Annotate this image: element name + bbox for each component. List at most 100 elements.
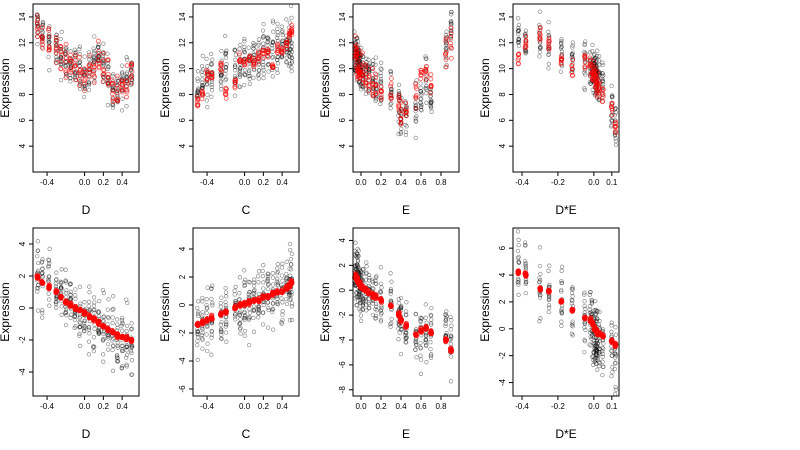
y-tick-label: 14 bbox=[178, 12, 187, 21]
plot-frame bbox=[352, 227, 460, 397]
data-point-black bbox=[223, 50, 229, 55]
data-point-red bbox=[124, 63, 130, 69]
red-points bbox=[352, 25, 454, 127]
data-point-black bbox=[378, 265, 383, 270]
data-point-black bbox=[53, 299, 58, 305]
data-point-black bbox=[241, 48, 247, 53]
data-point-black bbox=[444, 29, 449, 34]
data-point-black bbox=[270, 54, 276, 60]
data-point-black bbox=[67, 59, 73, 65]
data-point-black bbox=[46, 257, 51, 262]
data-point-black bbox=[289, 317, 295, 323]
data-point-black bbox=[86, 81, 92, 86]
data-point-black bbox=[275, 280, 281, 285]
data-point-black bbox=[418, 88, 423, 94]
data-point-red bbox=[95, 318, 102, 324]
data-point-black bbox=[448, 379, 454, 384]
y-tick-label: 10 bbox=[18, 64, 27, 73]
data-point-black bbox=[68, 75, 73, 81]
data-point-black bbox=[374, 304, 379, 309]
data-point-black bbox=[195, 78, 200, 84]
data-point-black bbox=[358, 318, 364, 323]
data-point-black bbox=[210, 70, 215, 75]
data-point-black bbox=[363, 295, 368, 300]
data-point-black bbox=[515, 29, 521, 34]
data-point-black bbox=[243, 277, 248, 282]
data-point-black bbox=[366, 272, 372, 278]
data-point-black bbox=[429, 100, 434, 105]
data-point-black bbox=[270, 49, 275, 54]
data-point-black bbox=[396, 82, 402, 87]
data-point-black bbox=[289, 292, 294, 297]
data-point-black bbox=[82, 83, 88, 89]
data-point-black bbox=[270, 46, 275, 51]
data-point-black bbox=[200, 72, 205, 78]
data-point-black bbox=[39, 27, 45, 33]
data-point-black bbox=[396, 113, 401, 118]
data-point-red bbox=[366, 74, 372, 80]
data-point-black bbox=[110, 347, 115, 353]
data-point-red bbox=[261, 55, 267, 60]
data-point-black bbox=[47, 68, 52, 73]
data-point-black bbox=[82, 54, 87, 59]
data-point-black bbox=[96, 329, 101, 334]
data-point-black bbox=[219, 329, 224, 335]
data-point-red bbox=[448, 347, 454, 353]
red-points bbox=[34, 13, 135, 105]
data-point-black bbox=[87, 307, 92, 312]
data-point-red bbox=[96, 48, 102, 54]
x-axis-label: E bbox=[402, 427, 410, 441]
data-point-black bbox=[287, 46, 292, 52]
data-point-red bbox=[443, 64, 449, 70]
data-point-red bbox=[582, 53, 588, 59]
data-point-black bbox=[364, 270, 369, 275]
data-point-red bbox=[114, 90, 120, 96]
data-point-red bbox=[91, 68, 96, 74]
data-point-black bbox=[358, 292, 363, 297]
x-tick-label: 0.2 bbox=[98, 402, 110, 411]
data-point-black bbox=[261, 45, 266, 50]
data-point-black bbox=[358, 308, 363, 313]
x-tick-label: 0.2 bbox=[98, 178, 110, 187]
data-point-black bbox=[200, 337, 205, 342]
data-point-black bbox=[559, 49, 565, 54]
data-point-black bbox=[353, 263, 358, 268]
data-point-red bbox=[289, 29, 295, 35]
data-point-black bbox=[35, 268, 41, 273]
data-point-black bbox=[359, 270, 364, 275]
data-point-black bbox=[110, 307, 115, 312]
data-point-black bbox=[559, 323, 564, 328]
data-point-black bbox=[261, 67, 266, 73]
data-point-black bbox=[403, 122, 408, 128]
data-point-red bbox=[537, 34, 543, 40]
data-point-black bbox=[355, 251, 360, 257]
data-point-black bbox=[218, 304, 223, 309]
data-point-black bbox=[613, 136, 618, 141]
data-point-black bbox=[219, 48, 224, 54]
data-point-red bbox=[77, 77, 82, 83]
data-point-black bbox=[356, 253, 361, 259]
data-point-red bbox=[373, 75, 379, 80]
data-point-black bbox=[613, 387, 619, 392]
data-point-red bbox=[403, 108, 409, 114]
data-point-black bbox=[54, 32, 59, 38]
data-point-red bbox=[398, 316, 404, 322]
data-point-black bbox=[355, 259, 361, 264]
y-tick-label: 10 bbox=[498, 64, 507, 73]
data-point-black bbox=[86, 325, 92, 330]
data-point-black bbox=[100, 53, 106, 58]
data-point-red bbox=[40, 45, 46, 51]
data-point-black bbox=[275, 61, 281, 66]
data-point-black bbox=[86, 83, 92, 88]
data-point-black bbox=[100, 352, 106, 357]
data-point-black bbox=[583, 39, 588, 44]
data-point-black bbox=[46, 277, 51, 282]
data-point-black bbox=[516, 39, 522, 45]
data-point-black bbox=[261, 34, 266, 39]
data-point-black bbox=[360, 303, 366, 309]
data-point-black bbox=[275, 21, 280, 26]
data-point-black bbox=[546, 302, 552, 308]
data-point-black bbox=[39, 260, 44, 265]
data-point-red bbox=[283, 43, 289, 48]
data-point-red bbox=[569, 73, 575, 79]
